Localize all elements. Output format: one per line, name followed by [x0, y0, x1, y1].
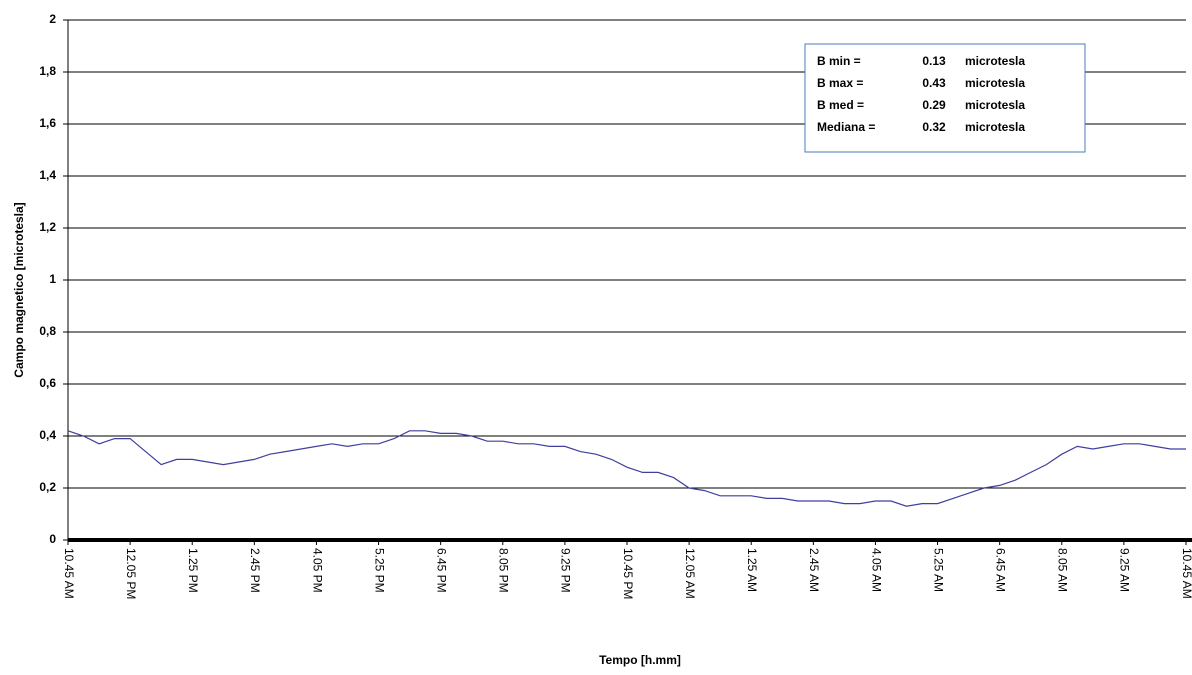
x-tick-label: 12.05 PM [124, 548, 138, 599]
x-tick-label: 5.25 AM [931, 548, 945, 592]
y-tick-label: 0 [49, 532, 56, 546]
x-tick-label: 9.25 AM [1118, 548, 1132, 592]
x-tick-label: 4.05 AM [869, 548, 883, 592]
y-tick-label: 1,8 [39, 64, 56, 78]
x-tick-label: 12.05 AM [683, 548, 697, 599]
stats-unit: microtesla [965, 98, 1025, 112]
data-line [67, 430, 1186, 507]
x-tick-label: 10.45 AM [62, 548, 76, 599]
stats-unit: microtesla [965, 76, 1025, 90]
x-tick-label: 8.05 PM [497, 548, 511, 593]
y-tick-label: 1,6 [39, 116, 56, 130]
stats-label: B med = [817, 98, 864, 112]
y-tick-label: 0,2 [39, 480, 56, 494]
x-tick-label: 5.25 PM [372, 548, 386, 593]
x-tick-label: 10.45 PM [621, 548, 635, 599]
x-tick-label: 2.45 AM [807, 548, 821, 592]
stats-unit: microtesla [965, 54, 1025, 68]
stats-value: 0.43 [922, 76, 946, 90]
stats-value: 0.32 [922, 120, 946, 134]
y-tick-label: 0,6 [39, 376, 56, 390]
stats-unit: microtesla [965, 120, 1025, 134]
x-tick-label: 4.05 PM [310, 548, 324, 593]
stats-label: Mediana = [817, 120, 875, 134]
y-tick-label: 1,4 [39, 168, 56, 182]
x-axis-label: Tempo [h.mm] [599, 653, 681, 667]
y-tick-label: 0,8 [39, 324, 56, 338]
x-tick-label: 9.25 PM [559, 548, 573, 593]
y-tick-label: 1 [49, 272, 56, 286]
stats-box [804, 43, 1086, 153]
x-tick-label: 2.45 PM [248, 548, 262, 593]
x-tick-label: 8.05 AM [1056, 548, 1070, 592]
x-tick-label: 6.45 PM [434, 548, 448, 593]
y-tick-label: 0,4 [39, 428, 56, 442]
x-tick-label: 10.45 AM [1180, 548, 1192, 599]
stats-value: 0.29 [922, 98, 946, 112]
y-axis-label: Campo magnetico [microtesla] [12, 202, 26, 377]
y-tick-label: 2 [49, 12, 56, 26]
x-tick-label: 1.25 AM [745, 548, 759, 592]
stats-label: B min = [817, 54, 861, 68]
x-tick-label: 1.25 PM [186, 548, 200, 593]
x-tick-label: 6.45 AM [993, 548, 1007, 592]
stats-label: B max = [817, 76, 863, 90]
y-tick-label: 1,2 [39, 220, 56, 234]
stats-value: 0.13 [922, 54, 946, 68]
